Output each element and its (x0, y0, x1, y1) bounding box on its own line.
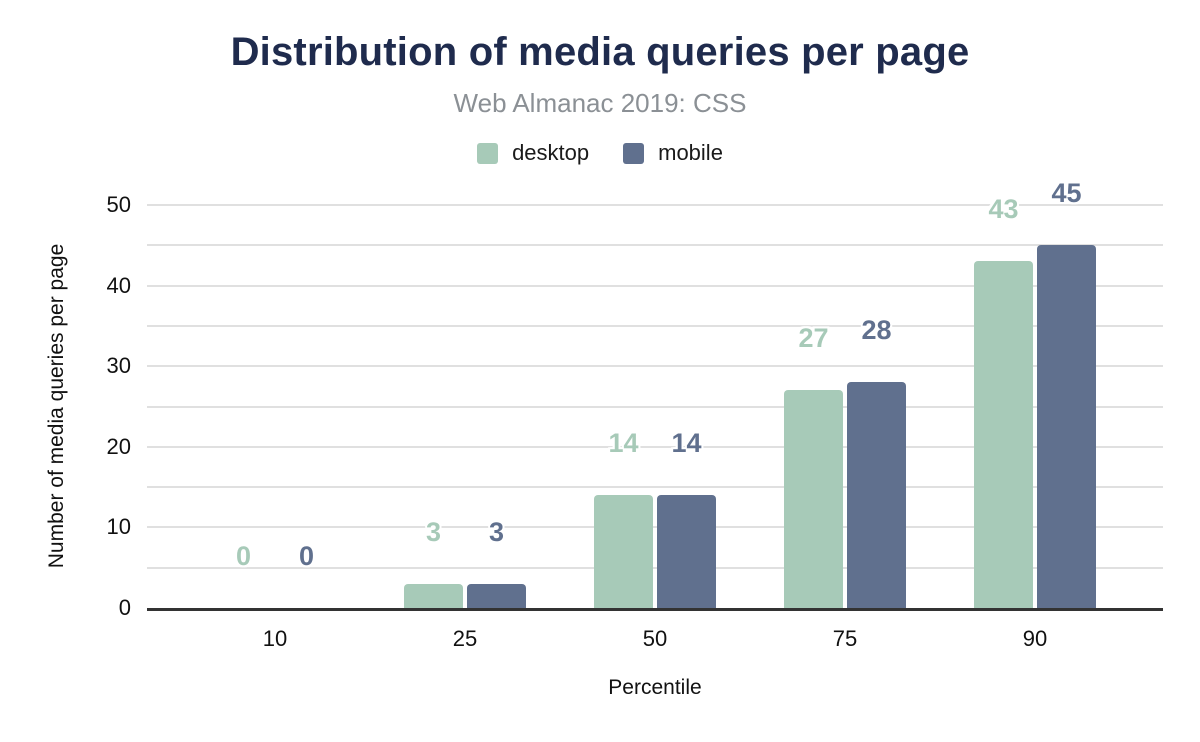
bar-value-label-desktop-p50: 14 (608, 428, 639, 459)
bar-value-label-mobile-p75: 28 (861, 315, 892, 346)
bar-mobile-p50[interactable] (657, 495, 716, 608)
bar-group-p50: 14 14 50 (560, 205, 750, 651)
bar-wrap-mobile-p50: 14 (657, 205, 716, 608)
bar-value-label-mobile-p50: 14 (671, 428, 702, 459)
bar-wrap-mobile-p25: 3 (467, 205, 526, 608)
bar-value-label-desktop-p75: 27 (798, 323, 829, 354)
bar-wrap-desktop-p90: 43 (974, 196, 1033, 608)
bar-mobile-p75[interactable] (847, 382, 906, 608)
x-tick-label-90: 90 (1022, 626, 1048, 651)
x-tick-label-50: 50 (642, 626, 668, 651)
bar-group-p25: 3 3 25 (370, 205, 560, 651)
y-tick-label-20: 20 (106, 433, 131, 459)
y-tick-label-0: 0 (118, 595, 131, 620)
bar-pair-p90: 43 45 (974, 180, 1096, 608)
gridline-25 (147, 405, 1163, 408)
gridline-40 (147, 284, 1163, 287)
legend-label-desktop: desktop (512, 140, 590, 165)
y-tick-label-50: 50 (106, 192, 131, 217)
bar-pair-p50: 14 14 (594, 205, 716, 608)
chart-title: Distribution of media queries per page (230, 30, 970, 74)
bar-value-label-mobile-p25: 3 (488, 516, 505, 547)
legend-swatch-desktop (477, 142, 499, 164)
bar-group-p75: 27 28 75 (750, 205, 940, 651)
gridline-50 (147, 204, 1163, 206)
bar-wrap-mobile-p10: 0 (277, 205, 336, 608)
gridline-15 (147, 486, 1163, 489)
bar-desktop-p75[interactable] (784, 390, 843, 608)
bar-mobile-p90[interactable] (1037, 245, 1096, 608)
chart-subtitle: Web Almanac 2019: CSS (453, 88, 747, 118)
bar-wrap-desktop-p25: 3 (404, 205, 463, 608)
y-tick-label-30: 30 (106, 353, 131, 379)
y-axis-title: Number of media queries per page (45, 243, 68, 569)
gridline-5 (147, 566, 1163, 569)
legend-item-mobile[interactable]: mobile (623, 140, 723, 166)
bar-pair-p75: 27 28 (784, 205, 906, 608)
gridline-35 (147, 324, 1163, 327)
bar-mobile-p25[interactable] (467, 583, 526, 608)
bar-value-label-desktop-p90: 43 (988, 194, 1019, 225)
bar-wrap-desktop-p75: 27 (784, 205, 843, 608)
bar-desktop-p50[interactable] (594, 495, 653, 608)
gridline-20 (147, 445, 1163, 448)
x-tick-label-25: 25 (452, 626, 478, 651)
bar-value-label-desktop-p10: 0 (235, 541, 252, 571)
bar-value-label-mobile-p90: 45 (1051, 178, 1082, 209)
plot-area: 0 10 20 30 40 50 0 0 10 3 3 25 14 14 50 27 28 75 43 45 90 (107, 180, 1163, 652)
bar-wrap-desktop-p10: 0 (214, 205, 273, 608)
legend-item-desktop[interactable]: desktop (477, 140, 589, 166)
gridline-45 (147, 244, 1163, 247)
bar-groups: 0 0 10 3 3 25 14 14 50 27 28 75 43 45 90 (147, 180, 1163, 652)
bar-wrap-mobile-p90: 45 (1037, 180, 1096, 608)
x-tick-label-10: 10 (262, 626, 288, 651)
bar-value-label-mobile-p10: 0 (298, 541, 315, 571)
bar-group-p10: 0 0 10 (180, 205, 370, 652)
gridline-30 (147, 365, 1163, 368)
bar-desktop-p90[interactable] (974, 261, 1033, 608)
bar-desktop-p25[interactable] (404, 583, 463, 608)
y-tick-label-40: 40 (106, 272, 131, 298)
y-tick-label-10: 10 (106, 514, 131, 540)
gridline-10 (147, 526, 1163, 529)
legend-label-mobile: mobile (658, 140, 723, 165)
bar-group-p90: 43 45 90 (940, 180, 1130, 651)
bar-wrap-desktop-p50: 14 (594, 205, 653, 608)
bar-wrap-mobile-p75: 28 (847, 205, 906, 608)
legend: desktop mobile (0, 140, 1200, 166)
bar-value-label-desktop-p25: 3 (425, 516, 442, 547)
x-axis-title: Percentile (608, 676, 702, 699)
legend-swatch-mobile (623, 142, 645, 164)
x-tick-label-75: 75 (832, 626, 858, 651)
